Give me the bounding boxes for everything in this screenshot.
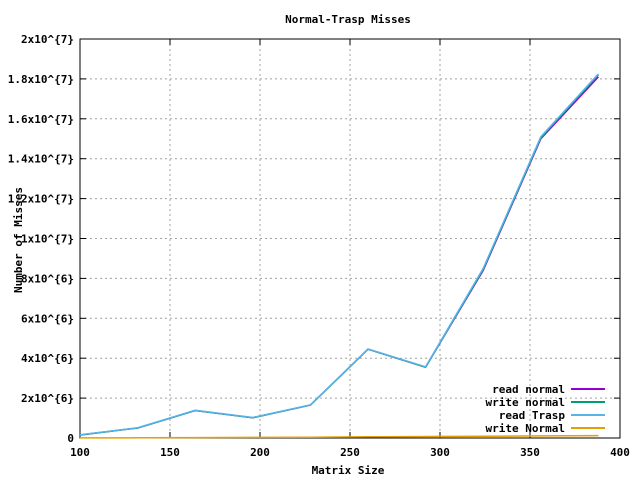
legend-label: read normal bbox=[492, 383, 565, 396]
x-tick-label: 350 bbox=[520, 446, 540, 459]
y-tick-label: 4x10^{6} bbox=[21, 352, 74, 365]
series-lines bbox=[79, 73, 599, 439]
series-line-read-trasp bbox=[79, 73, 599, 436]
y-tick-label: 1.6x10^{7} bbox=[8, 113, 74, 126]
x-tick-label: 200 bbox=[250, 446, 270, 459]
legend-label: write Normal bbox=[486, 422, 565, 435]
y-tick-label: 2x10^{7} bbox=[21, 33, 74, 46]
y-tick-label: 2x10^{6} bbox=[21, 392, 74, 405]
x-tick-label: 150 bbox=[160, 446, 180, 459]
x-tick-label: 400 bbox=[610, 446, 630, 459]
y-tick-label: 1x10^{7} bbox=[21, 233, 74, 246]
y-axis-label: Number of Misses bbox=[12, 187, 25, 293]
grid bbox=[80, 39, 620, 438]
x-tick-label: 100 bbox=[70, 446, 90, 459]
chart-title: Normal-Trasp Misses bbox=[285, 13, 411, 26]
axis-ticks: 100 150 200 250 300 350 400 0 2x10^{6} 4x10^{6} 6x… bbox=[8, 33, 630, 459]
y-tick-label: 0 bbox=[67, 432, 74, 445]
legend-label: read Trasp bbox=[499, 409, 566, 422]
y-tick-label: 1.2x10^{7} bbox=[8, 193, 74, 206]
series-line-write-normal bbox=[79, 74, 599, 436]
x-tick-label: 300 bbox=[430, 446, 450, 459]
series-line-write-normal bbox=[79, 434, 599, 439]
y-tick-label: 1.8x10^{7} bbox=[8, 73, 74, 86]
x-tick-label: 250 bbox=[340, 446, 360, 459]
y-tick-label: 1.4x10^{7} bbox=[8, 153, 74, 166]
series-line-read-normal bbox=[79, 76, 599, 436]
y-tick-label: 6x10^{6} bbox=[21, 312, 74, 325]
y-tick-label: 8x10^{6} bbox=[21, 272, 74, 285]
x-axis-label: Matrix Size bbox=[312, 464, 385, 477]
legend-label: write normal bbox=[486, 396, 565, 409]
